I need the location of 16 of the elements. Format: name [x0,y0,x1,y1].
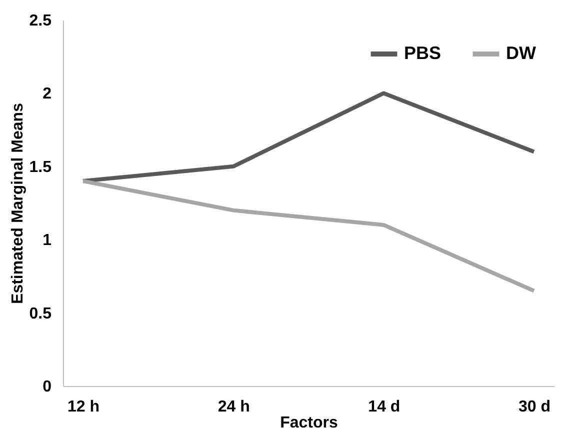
x-tick-label: 30 d [518,398,551,416]
y-tick-label: 1.5 [29,158,52,176]
y-tick-label: 0.5 [29,305,52,322]
x-axis-title: Factors [280,414,338,432]
x-tick-label: 12 h [67,398,100,416]
line-series [81,91,536,184]
y-tick-label: 2.5 [29,12,52,30]
legend-label: DW [506,43,536,63]
y-tick-label: 0 [42,378,52,396]
legend-label: PBS [404,43,442,63]
line-series [81,179,536,293]
y-axis-title: Estimated Marginal Means [9,102,26,304]
y-tick-label: 1 [42,232,52,250]
y-tick-label: 2 [42,86,52,103]
x-tick-label: 24 h [218,398,250,416]
x-tick-label: 14 d [368,398,400,416]
